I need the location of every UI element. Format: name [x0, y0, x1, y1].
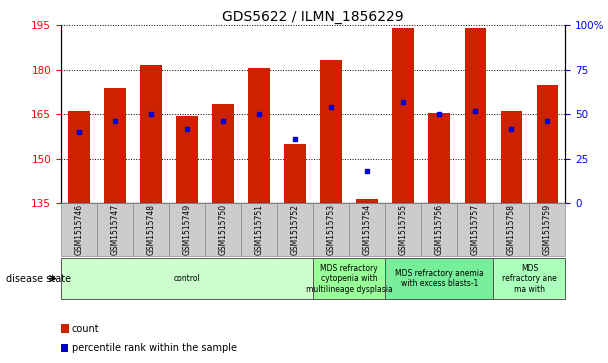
Bar	[356, 199, 378, 203]
Bar	[212, 104, 234, 203]
Bar	[140, 65, 162, 203]
Text: GSM1515754: GSM1515754	[363, 204, 371, 255]
Text: disease state: disease state	[6, 274, 71, 284]
Text: GSM1515751: GSM1515751	[255, 204, 263, 255]
Text: GSM1515755: GSM1515755	[399, 204, 408, 255]
Text: MDS refractory anemia
with excess blasts-1: MDS refractory anemia with excess blasts…	[395, 269, 483, 288]
Text: percentile rank within the sample: percentile rank within the sample	[72, 343, 237, 354]
Text: GSM1515749: GSM1515749	[182, 204, 192, 255]
Bar	[104, 87, 126, 203]
Text: control: control	[174, 274, 200, 283]
Bar	[429, 113, 450, 203]
Text: GSM1515759: GSM1515759	[543, 204, 552, 255]
Bar	[500, 111, 522, 203]
Bar	[465, 28, 486, 203]
Text: MDS refractory
cytopenia with
multilineage dysplasia: MDS refractory cytopenia with multilinea…	[306, 264, 393, 294]
Text: GSM1515747: GSM1515747	[111, 204, 119, 255]
Title: GDS5622 / ILMN_1856229: GDS5622 / ILMN_1856229	[223, 11, 404, 24]
Text: GSM1515758: GSM1515758	[507, 204, 516, 255]
Bar	[320, 60, 342, 203]
Bar	[537, 85, 558, 203]
Text: GSM1515752: GSM1515752	[291, 204, 300, 255]
Bar	[392, 28, 414, 203]
Text: GSM1515756: GSM1515756	[435, 204, 444, 255]
Text: MDS
refractory ane
ma with: MDS refractory ane ma with	[502, 264, 557, 294]
Bar	[248, 68, 270, 203]
Text: GSM1515753: GSM1515753	[326, 204, 336, 255]
Text: GSM1515757: GSM1515757	[471, 204, 480, 255]
Bar	[285, 144, 306, 203]
Text: GSM1515750: GSM1515750	[218, 204, 227, 255]
Text: GSM1515748: GSM1515748	[147, 204, 156, 255]
Bar	[68, 111, 89, 203]
Text: GSM1515746: GSM1515746	[74, 204, 83, 255]
Bar	[176, 116, 198, 203]
Text: count: count	[72, 323, 99, 334]
